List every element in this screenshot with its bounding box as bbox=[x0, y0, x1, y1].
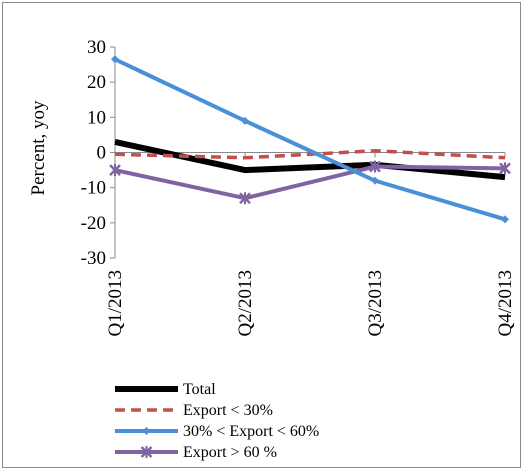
series-line bbox=[114, 164, 506, 201]
legend-label: Export > 60 % bbox=[183, 444, 277, 461]
series-layer bbox=[109, 55, 511, 224]
chart-frame bbox=[2, 2, 521, 468]
legend-item: Total bbox=[115, 381, 216, 398]
y-tick-label: 30 bbox=[87, 37, 106, 58]
legend-label: 30% < Export < 60% bbox=[183, 423, 319, 440]
data-point-marker bbox=[369, 160, 381, 173]
data-point-marker bbox=[111, 55, 119, 64]
data-point-marker bbox=[499, 162, 511, 175]
data-point-marker bbox=[109, 164, 121, 177]
y-axis-title-group: Percent, yoy bbox=[28, 100, 49, 195]
data-point-marker bbox=[239, 192, 251, 205]
y-tick-labels: 30 20 10 0 -10 -20 -30 bbox=[81, 37, 106, 269]
legend-item: Export < 30% bbox=[115, 402, 273, 419]
x-tick-label: Q1/2013 bbox=[105, 270, 126, 337]
series-total bbox=[114, 139, 506, 181]
y-tick-label: 10 bbox=[87, 107, 106, 128]
data-point-marker bbox=[142, 427, 151, 435]
series-line bbox=[114, 57, 506, 222]
y-tick-label: 20 bbox=[87, 72, 106, 93]
data-point-marker bbox=[140, 446, 153, 458]
series-line bbox=[114, 148, 506, 160]
y-tick-label: -10 bbox=[81, 178, 106, 199]
data-point-marker bbox=[501, 215, 509, 224]
legend: Total Export < 30% 30% < Export < 60% Expor… bbox=[115, 381, 319, 461]
y-tick-label: 0 bbox=[97, 143, 107, 164]
series-line bbox=[114, 139, 506, 181]
series-export-60 bbox=[109, 160, 511, 205]
y-tick-label: -20 bbox=[81, 213, 106, 234]
y-tick-label: -30 bbox=[81, 248, 106, 269]
legend-label: Total bbox=[183, 381, 216, 398]
x-tick-label: Q4/2013 bbox=[495, 270, 516, 337]
legend-label: Export < 30% bbox=[183, 402, 273, 419]
x-tick-labels: Q1/2013 Q2/2013 Q3/2013 Q4/2013 bbox=[105, 270, 516, 337]
y-axis-title: Percent, yoy bbox=[28, 100, 49, 195]
data-point-marker bbox=[241, 116, 249, 125]
series-export-30 bbox=[114, 148, 506, 160]
legend-item: 30% < Export < 60% bbox=[115, 423, 319, 440]
legend-item: Export > 60 % bbox=[115, 444, 277, 461]
x-tick-label: Q3/2013 bbox=[365, 270, 386, 337]
series-30-export-60 bbox=[111, 55, 509, 224]
x-tick-label: Q2/2013 bbox=[235, 270, 256, 337]
data-point-marker bbox=[371, 176, 379, 185]
